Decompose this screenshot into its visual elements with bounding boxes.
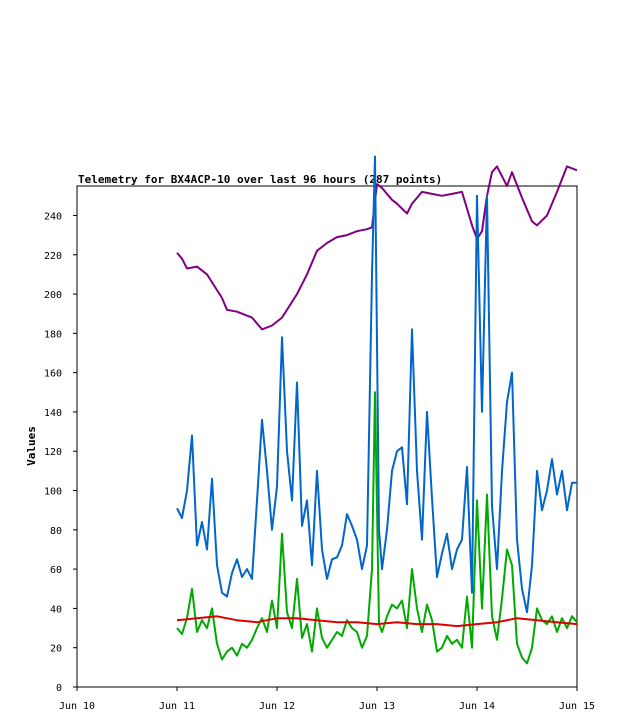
y-tick-label: 60 [50, 565, 62, 576]
y-tick-label: 120 [44, 447, 62, 458]
x-tick-label: Jun 10 [59, 701, 95, 712]
green-series-line [176, 391, 578, 665]
y-tick-label: 200 [44, 290, 62, 301]
x-tick-label: Jun 11 [159, 701, 195, 712]
chart-title: Telemetry for BX4ACP-10 over last 96 hou… [78, 173, 442, 186]
x-tick-label: Jun 12 [259, 701, 295, 712]
y-tick-label: 160 [44, 369, 62, 380]
y-tick-label: 100 [44, 487, 62, 498]
x-tick-label: Jun 13 [359, 701, 395, 712]
y-tick-label: 140 [44, 408, 62, 419]
red-series-line [176, 615, 578, 628]
plot-frame [76, 185, 578, 688]
blue-series-line [176, 155, 577, 614]
y-tick-label: 0 [56, 683, 62, 694]
y-tick-label: 180 [44, 329, 62, 340]
series-layer [176, 155, 578, 665]
y-axis: 0 20 40 60 80 100 120 140 160 180 200 220 240 [44, 211, 77, 694]
y-axis-label: Values [25, 426, 38, 466]
y-tick-label: 40 [50, 604, 62, 615]
x-tick-label: Jun 15 [559, 701, 595, 712]
y-tick-label: 220 [44, 251, 62, 262]
y-tick-label: 240 [44, 211, 62, 222]
y-tick-label: 20 [50, 644, 62, 655]
purple-series-line [176, 165, 578, 331]
y-tick-label: 80 [50, 526, 62, 537]
x-tick-label: Jun 14 [459, 701, 495, 712]
x-axis: Jun 10 Jun 11 Jun 12 Jun 13 Jun 14 Jun 15 [59, 687, 595, 712]
